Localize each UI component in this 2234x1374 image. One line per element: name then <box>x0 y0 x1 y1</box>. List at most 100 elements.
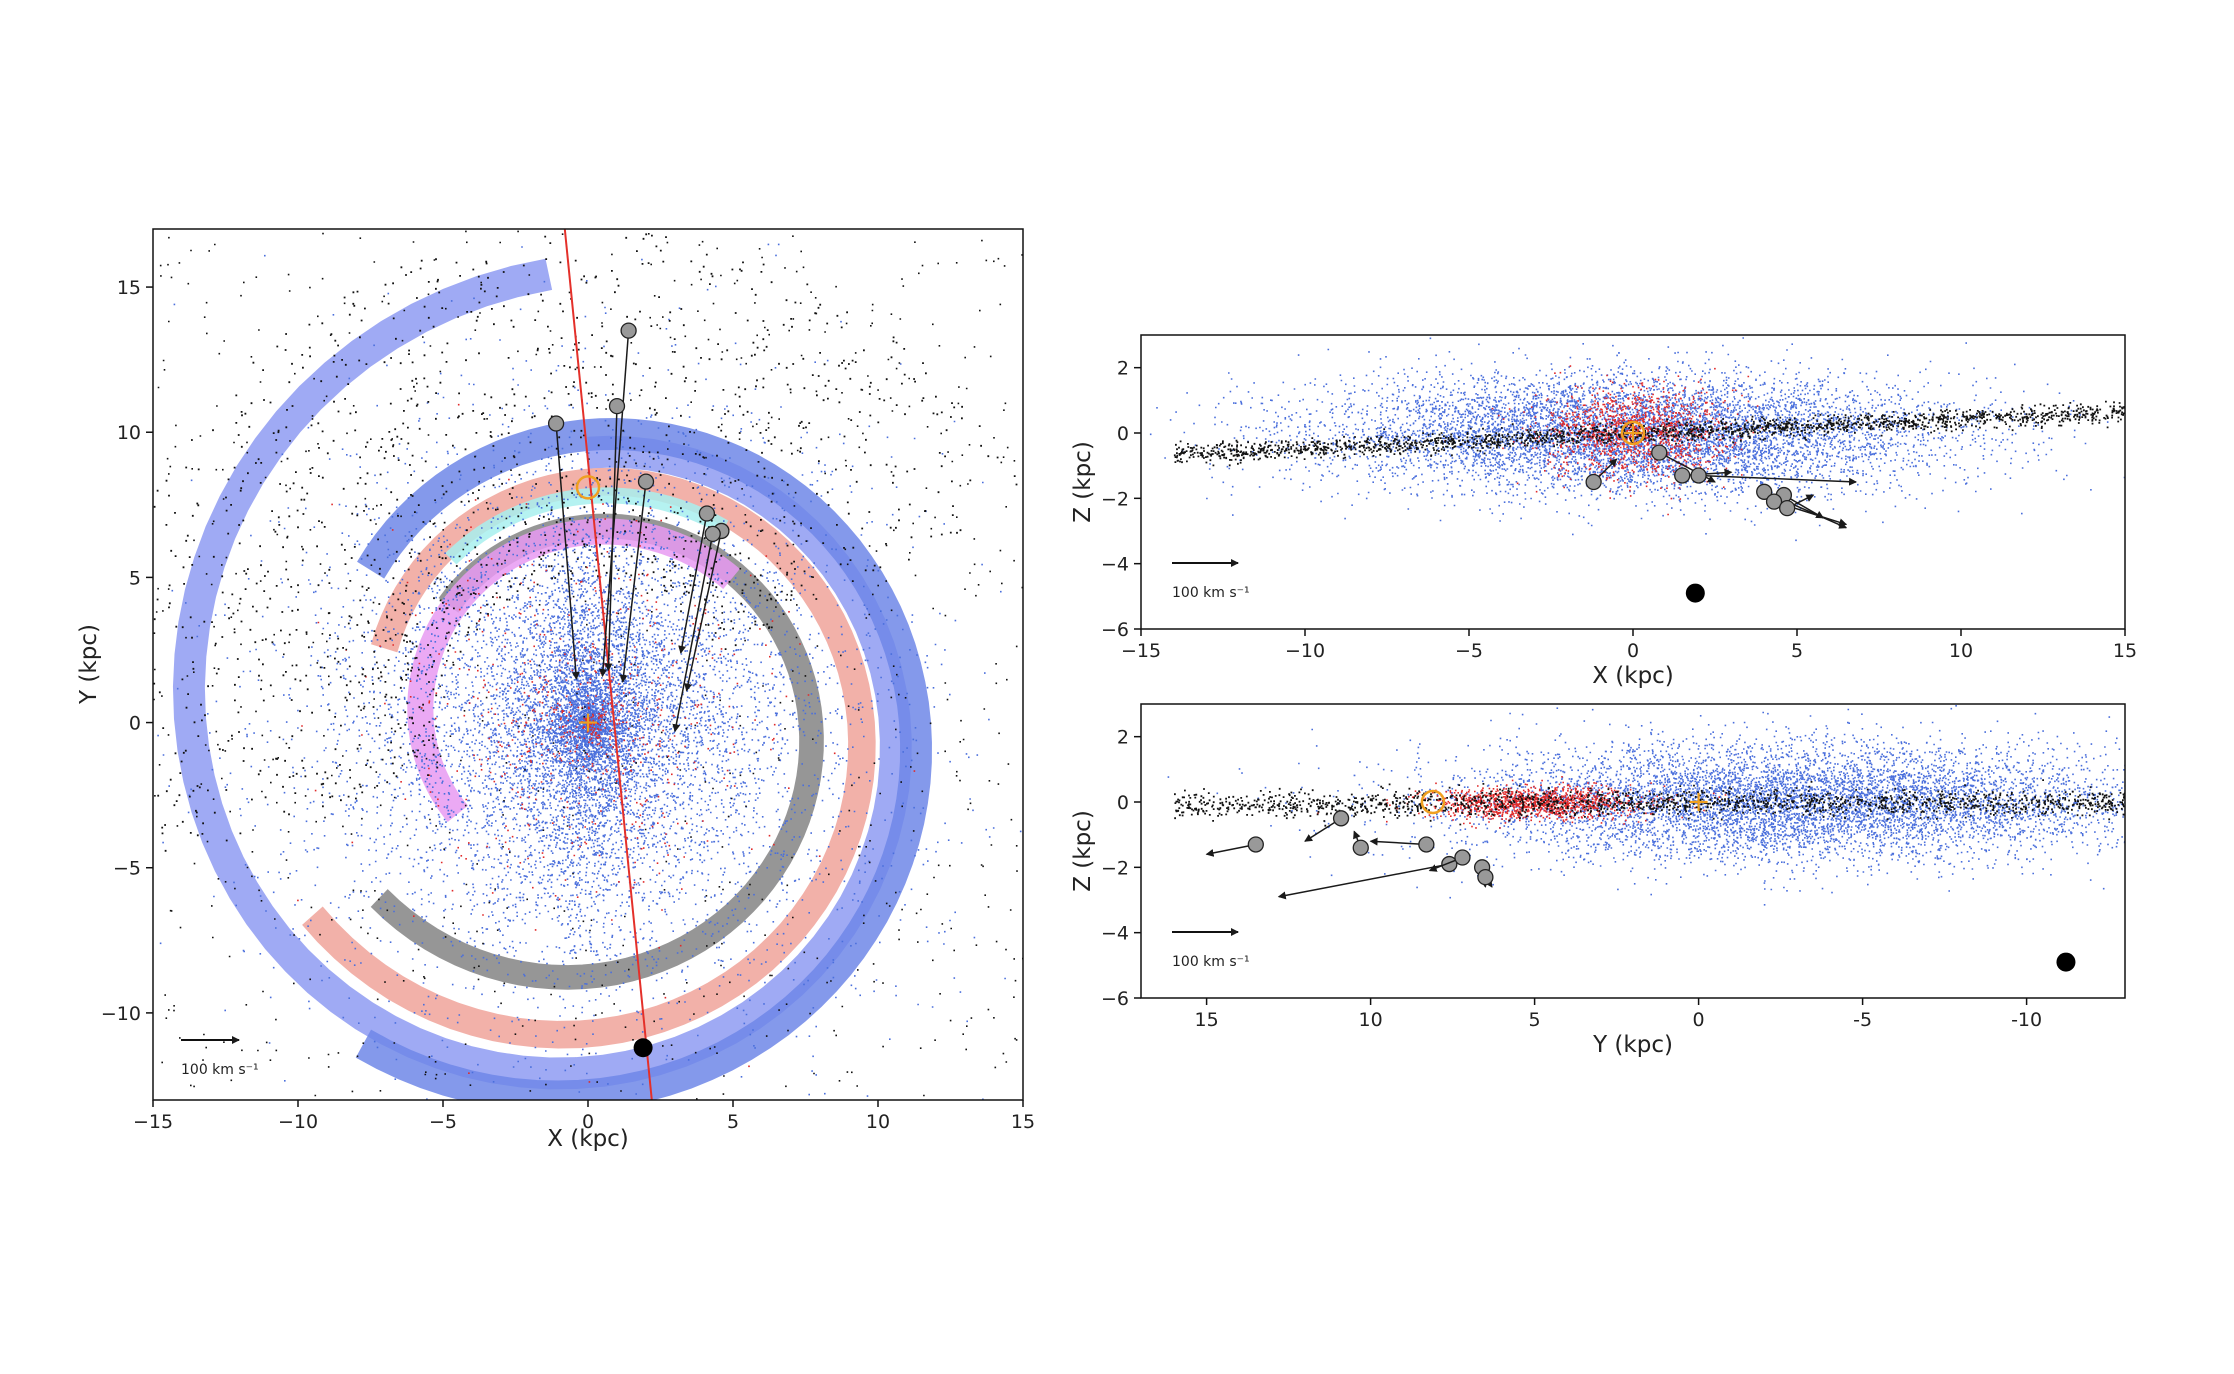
orbit-point <box>1585 473 1602 491</box>
star-points <box>1149 335 2125 542</box>
star-points <box>1174 779 2125 827</box>
orbit-point <box>1441 855 1458 873</box>
black-hole-marker <box>633 1038 653 1058</box>
x-axis-label: X (kpc) <box>1592 663 1674 689</box>
overlay-markers <box>547 229 730 1100</box>
x-tick-label: −15 <box>1121 640 1161 662</box>
x-axis-label: Y (kpc) <box>1592 1032 1673 1058</box>
orbit-point <box>1418 836 1435 853</box>
velocity-arrow <box>684 530 723 692</box>
axes-frame <box>1140 703 2126 999</box>
orbit-point <box>1756 483 1773 500</box>
orbit-point <box>620 322 637 339</box>
orbit-point <box>1765 493 1783 510</box>
y-tick-label: 10 <box>117 422 141 444</box>
orbit-point <box>1779 499 1796 517</box>
velocity-arrow <box>555 423 580 681</box>
axes-frame <box>1140 334 2126 630</box>
y-tick-label: −4 <box>1101 554 1129 576</box>
x-tick-label: 5 <box>1529 1009 1541 1031</box>
velocity-scale-label: 100 km s⁻¹ <box>181 1062 259 1078</box>
orbit-point <box>698 505 716 522</box>
orbit-point <box>704 525 721 542</box>
y-tick-label: −2 <box>1101 488 1129 510</box>
velocity-arrow <box>1698 474 1858 486</box>
y-tick-label: −4 <box>1101 923 1129 945</box>
x-tick-label: −15 <box>133 1111 173 1133</box>
velocity-arrow <box>1277 863 1450 900</box>
y-tick-label: 0 <box>1117 792 1129 814</box>
y-axis-label: Z (kpc) <box>1070 441 1096 523</box>
x-tick-label: 0 <box>1693 1009 1705 1031</box>
spiral-arms <box>172 258 932 1100</box>
y-tick-label: 0 <box>129 713 141 735</box>
star-scatter <box>1167 704 2125 906</box>
overlay-markers <box>1585 420 1858 603</box>
orbit-point <box>1690 467 1707 484</box>
velocity-arrow <box>619 481 647 683</box>
orbit-point <box>1352 839 1369 856</box>
y-tick-label: −6 <box>1101 988 1129 1010</box>
y-tick-label: 5 <box>129 567 141 589</box>
y-axis-label: Y (kpc) <box>76 624 102 705</box>
x-tick-label: −10 <box>1285 640 1325 662</box>
orbit-point <box>1247 836 1264 853</box>
y-axis-label: Z (kpc) <box>1070 810 1096 892</box>
x-tick-label: −10 <box>278 1111 318 1133</box>
velocity-scale-label: 100 km s⁻¹ <box>1172 585 1250 601</box>
sun-marker <box>1620 420 1646 446</box>
velocity-arrow <box>672 533 714 733</box>
orbit-point <box>1332 810 1350 827</box>
y-tick-label: 2 <box>1117 358 1129 380</box>
star-scatter <box>1149 335 2125 542</box>
y-tick-label: −5 <box>113 858 141 880</box>
y-tick-label: 0 <box>1117 423 1129 445</box>
y-tick-label: −6 <box>1101 619 1129 641</box>
y-tick-label: −10 <box>101 1003 141 1025</box>
spiral-arm <box>445 487 729 565</box>
x-tick-label: -10 <box>2011 1009 2042 1031</box>
x-tick-label: -5 <box>1853 1009 1872 1031</box>
overlay-markers <box>1205 789 2076 972</box>
axis-ticks: 15 10 5 0 -5 -10 −6 −4 −2 0 2 <box>1101 727 2042 1031</box>
spiral-arm <box>302 467 876 1049</box>
x-axis-label: X (kpc) <box>547 1126 629 1152</box>
x-tick-label: 5 <box>727 1111 739 1133</box>
velocity-arrow <box>604 406 618 672</box>
panel-xy: −15 −10 −5 0 5 10 15 −10 −5 0 5 10 15 X (kpc) Y (kpc… <box>76 228 1035 1152</box>
y-tick-label: 15 <box>117 277 141 299</box>
orbit-point <box>1477 868 1494 886</box>
axis-ticks: −15 −10 −5 0 5 10 15 −10 −5 0 5 10 15 <box>101 277 1035 1133</box>
y-tick-label: −2 <box>1101 857 1129 879</box>
x-tick-label: 10 <box>866 1111 890 1133</box>
black-hole-marker <box>1685 583 1705 603</box>
velocity-arrow <box>1682 468 1733 477</box>
star-points <box>157 243 1023 1100</box>
velocity-arrow <box>678 513 708 654</box>
panel-yz: 15 10 5 0 -5 -10 −6 −4 −2 0 2 Y (kpc) Z (kpc) 100 … <box>1070 703 2126 1058</box>
x-tick-label: 15 <box>2113 640 2137 662</box>
star-points <box>1317 776 1727 829</box>
orbit-point <box>608 397 626 415</box>
x-tick-label: 15 <box>1195 1009 1219 1031</box>
x-tick-label: 10 <box>1359 1009 1383 1031</box>
spiral-arm <box>172 258 912 1090</box>
velocity-arrow <box>1369 837 1427 846</box>
x-tick-label: 15 <box>1011 1111 1035 1133</box>
orbit-point <box>1454 849 1471 866</box>
orbit-point <box>1674 467 1691 484</box>
x-tick-label: −5 <box>429 1111 457 1133</box>
x-tick-label: 0 <box>582 1111 594 1133</box>
panel-xz: −15 −10 −5 0 5 10 15 −6 −4 −2 0 2 X (kpc) Z (kpc) 1… <box>1070 334 2137 689</box>
x-tick-label: −5 <box>1455 640 1483 662</box>
star-points <box>1173 400 2125 467</box>
black-hole-marker <box>2056 952 2076 972</box>
sun-marker <box>575 475 601 500</box>
spiral-arm <box>355 418 932 1100</box>
x-tick-label: 0 <box>1627 640 1639 662</box>
orbit-point <box>1651 444 1668 461</box>
sun-marker <box>1420 789 1446 815</box>
y-tick-label: 2 <box>1117 727 1129 749</box>
x-tick-label: 5 <box>1791 640 1803 662</box>
